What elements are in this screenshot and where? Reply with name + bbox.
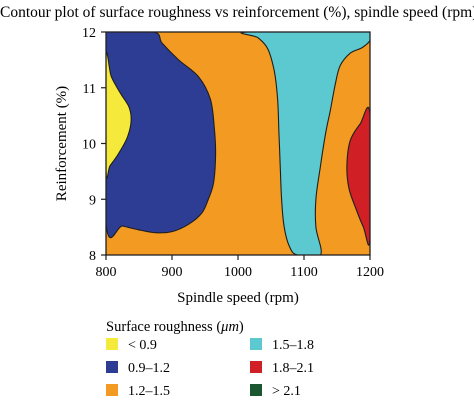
legend-label: > 2.1	[272, 384, 301, 399]
y-tick-label: 8	[89, 249, 96, 264]
legend-label: 1.5–1.8	[272, 338, 314, 353]
x-tick-label: 1100	[290, 265, 317, 280]
legend-label: 0.9–1.2	[128, 361, 170, 376]
y-tick-label: 12	[82, 26, 96, 41]
legend-title: Surface roughness (μm)	[106, 319, 244, 335]
legend-swatch	[106, 338, 118, 350]
contour-region-roughness-1.8-2.1	[346, 106, 370, 246]
contour-region-roughness-0.9-1.2	[106, 32, 217, 239]
legend: < 0.9 0.9–1.2 1.2–1.5 1.5–1.8 1.8–2.1 > 2.1	[106, 338, 314, 399]
x-axis-label: Spindle speed (rpm)	[177, 290, 299, 306]
chart-title: Contour plot of surface roughness vs rei…	[0, 4, 474, 21]
legend-swatch	[250, 338, 262, 350]
x-tick-label: 1000	[224, 265, 252, 280]
legend-swatch	[106, 361, 118, 373]
contour-region-roughness-1.5-1.8	[240, 32, 370, 255]
legend-swatch	[250, 361, 262, 373]
legend-swatch	[106, 384, 118, 396]
x-tick-label: 1200	[356, 265, 384, 280]
y-tick-label: 9	[89, 193, 96, 208]
contour-regions	[106, 32, 370, 255]
y-axis-label: Reinforcement (%)	[54, 86, 70, 201]
y-tick-label: 10	[82, 138, 96, 153]
x-axis: 800 900 1000 1100 1200	[96, 255, 384, 280]
legend-label: < 0.9	[128, 338, 157, 353]
legend-label: 1.2–1.5	[128, 384, 170, 399]
y-tick-label: 11	[83, 82, 96, 97]
x-tick-label: 800	[96, 265, 117, 280]
x-tick-label: 900	[162, 265, 183, 280]
y-axis: 8 9 10 11 12	[82, 26, 106, 264]
legend-swatch	[250, 384, 262, 396]
legend-label: 1.8–2.1	[272, 361, 314, 376]
